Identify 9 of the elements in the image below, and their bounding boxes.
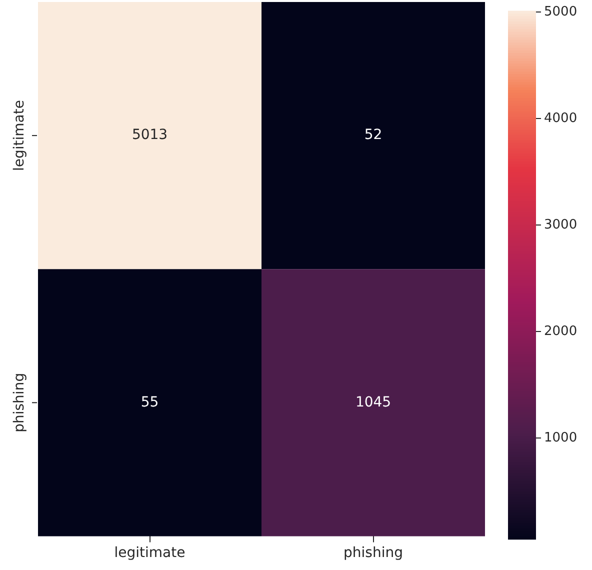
- color-bar-label: 5000: [544, 4, 578, 20]
- data-label: 55: [140, 394, 159, 410]
- color-bar-label: 4000: [544, 111, 578, 126]
- data-label: 52: [364, 127, 382, 144]
- color-bar-label: 1000: [544, 430, 578, 446]
- color-bar-label: 2000: [544, 324, 578, 339]
- color-bar-label: 3000: [544, 218, 578, 232]
- data-label: 5013: [132, 127, 168, 144]
- data-label: 1045: [355, 394, 392, 410]
